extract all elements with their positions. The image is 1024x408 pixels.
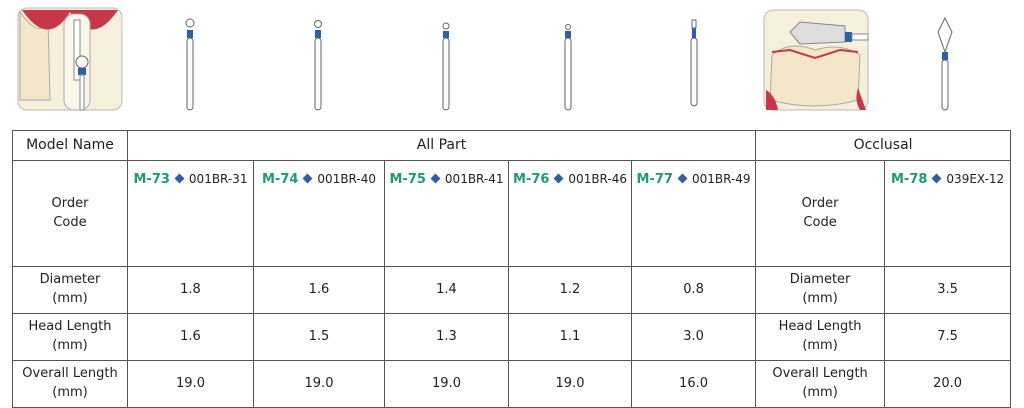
order-code: 001BR-41 [444, 172, 504, 186]
model-number: M-77 [636, 172, 673, 187]
diamond-icon [677, 173, 688, 184]
head-length-cell: 1.6 [127, 313, 254, 361]
model-number: M-78 [890, 172, 928, 187]
head-length-cell: 7.5 [884, 313, 1012, 361]
model-number: M-75 [389, 172, 426, 187]
row-label: Diameter (mm) [12, 266, 128, 314]
table-row: Overall Length (mm) 19.0 19.0 19.0 19.0 16.0 O… [12, 360, 1012, 408]
diameter-cell: 1.6 [253, 266, 385, 314]
diamond-icon [931, 173, 942, 184]
row-label: Diameter (mm) [755, 266, 886, 314]
order-code-cell: M-76 001BR-46 [508, 160, 632, 267]
spec-table: Model Name All Part Occlusal Order Code M-73… [12, 130, 1012, 408]
head-length-cell: 1.1 [508, 313, 632, 361]
row-label: Overall Length (mm) [12, 360, 128, 408]
group-header: Occlusal [755, 130, 1012, 161]
diameter-cell: 3.5 [884, 266, 1012, 314]
model-number: M-76 [512, 172, 550, 187]
order-code: 001BR-46 [568, 172, 628, 186]
diameter-cell: 1.4 [384, 266, 509, 314]
diameter-cell: 1.8 [127, 266, 254, 314]
order-code: 001BR-31 [188, 172, 248, 186]
tooth-illustration [17, 7, 123, 111]
diamond-icon [302, 173, 313, 184]
diamond-icon [174, 173, 185, 184]
table-body: Model Name All Part Occlusal Order Code M-73… [12, 130, 1012, 408]
order-code: 001BR-40 [317, 172, 377, 186]
row-label: Overall Length (mm) [755, 360, 886, 408]
row-label: Head Length (mm) [755, 313, 886, 361]
header-row: Model Name All Part Occlusal [12, 130, 1012, 161]
overall-length-cell: 19.0 [384, 360, 509, 408]
head-length-cell: 1.5 [253, 313, 385, 361]
row-label: Head Length (mm) [12, 313, 128, 361]
order-code-cell: M-75 001BR-41 [384, 160, 509, 267]
table-row: Order Code M-73 001BR-31 M-74 001BR-40 M-75 00… [12, 160, 1012, 267]
table-row: Head Length (mm) 1.6 1.5 1.3 1.1 3.0 Head Leng… [12, 313, 1012, 361]
order-code: 001BR-49 [691, 172, 751, 186]
overall-length-cell: 19.0 [508, 360, 632, 408]
table-row: Diameter (mm) 1.8 1.6 1.4 1.2 0.8 Diameter (mm… [12, 266, 1012, 314]
bur-icons [185, 16, 953, 111]
head-length-cell: 1.3 [384, 313, 509, 361]
diameter-cell: 0.8 [630, 266, 757, 314]
order-code: 039EX-12 [946, 172, 1005, 186]
occlusal-illustration [763, 9, 869, 111]
group-header: All Part [126, 130, 757, 161]
diameter-cell: 1.2 [508, 266, 632, 314]
row-label: Order Code [755, 160, 886, 267]
order-code-cell: M-78 039EX-12 [884, 160, 1012, 267]
order-code-cell: M-77 001BR-49 [630, 160, 757, 267]
diamond-icon [430, 173, 441, 184]
diamond-icon [553, 173, 564, 184]
order-code-cell: M-74 001BR-40 [253, 160, 385, 267]
overall-length-cell: 20.0 [884, 360, 1012, 408]
overall-length-cell: 19.0 [127, 360, 254, 408]
model-number: M-74 [261, 172, 299, 187]
model-number: M-73 [133, 172, 170, 187]
overall-length-cell: 16.0 [630, 360, 757, 408]
model-name-header: Model Name [12, 130, 128, 161]
order-code-cell: M-73 001BR-31 [127, 160, 254, 267]
illustrations [17, 7, 953, 111]
head-length-cell: 3.0 [630, 313, 757, 361]
row-label: Order Code [12, 160, 128, 267]
overall-length-cell: 19.0 [253, 360, 385, 408]
